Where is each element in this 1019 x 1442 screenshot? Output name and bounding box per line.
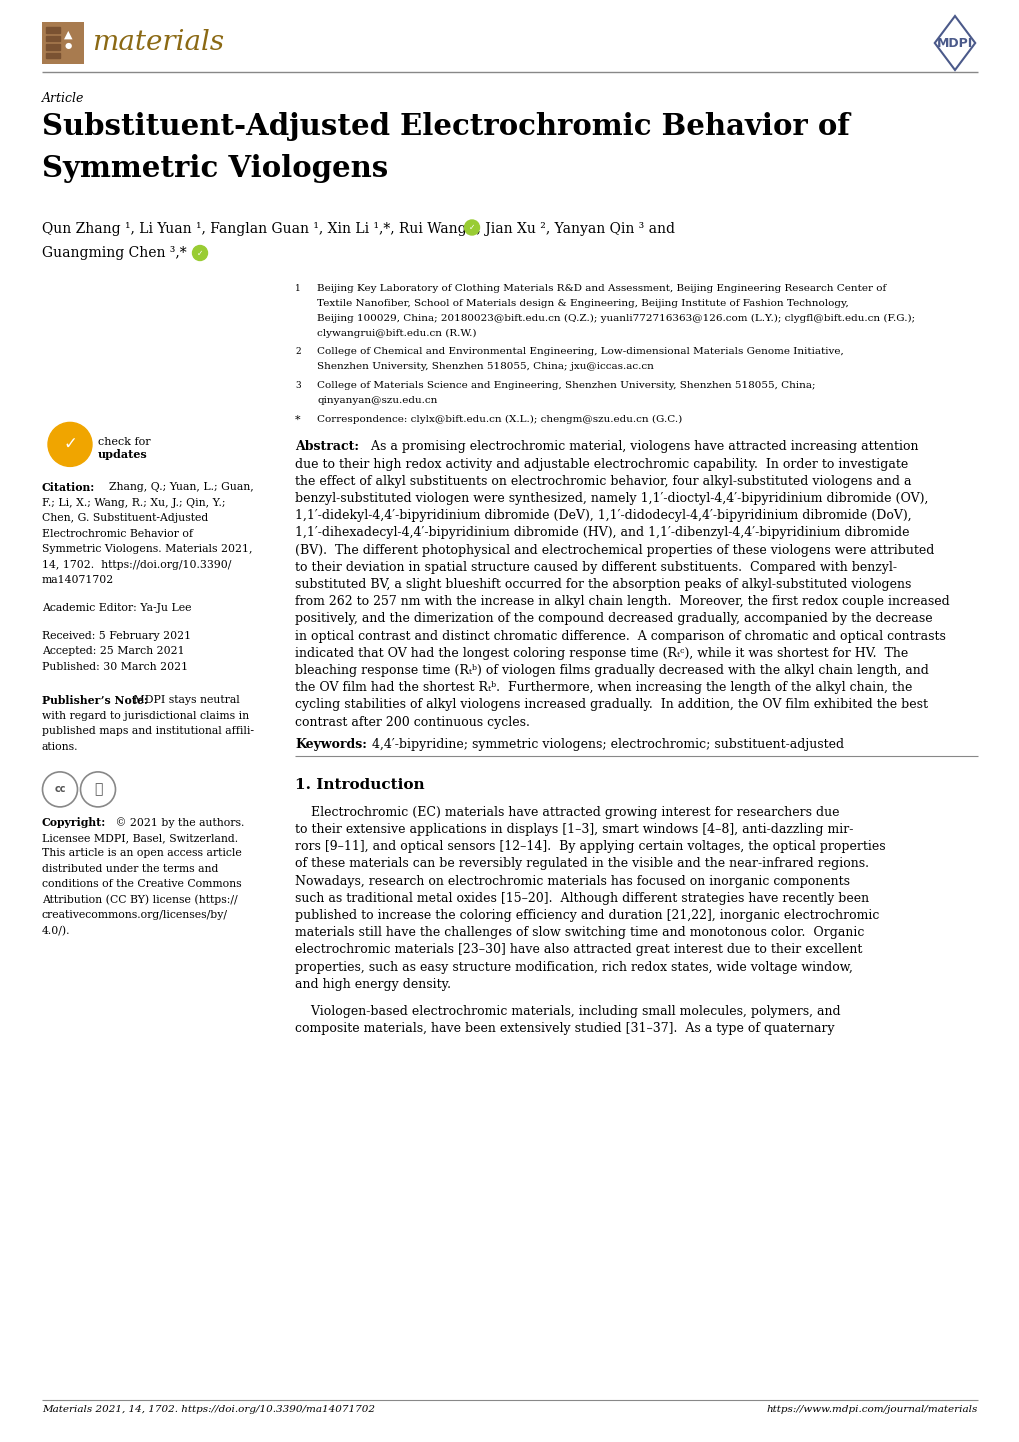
- Text: Received: 5 February 2021: Received: 5 February 2021: [42, 632, 191, 640]
- Text: Academic Editor: Ya-Ju Lee: Academic Editor: Ya-Ju Lee: [42, 603, 192, 613]
- Text: Symmetric Viologens: Symmetric Viologens: [42, 154, 388, 183]
- Text: Electrochromic Behavior of: Electrochromic Behavior of: [42, 529, 193, 539]
- Text: Citation:: Citation:: [42, 483, 95, 493]
- Text: materials: materials: [92, 29, 224, 56]
- Text: composite materials, have been extensively studied [31–37].  As a type of quater: composite materials, have been extensive…: [294, 1022, 834, 1035]
- Text: updates: updates: [98, 450, 148, 460]
- Text: Beijing Key Laboratory of Clothing Materials R&D and Assessment, Beijing Enginee: Beijing Key Laboratory of Clothing Mater…: [317, 284, 886, 293]
- Text: Qun Zhang ¹, Li Yuan ¹, Fanglan Guan ¹, Xin Li ¹,*, Rui Wang ¹, Jian Xu ², Yanya: Qun Zhang ¹, Li Yuan ¹, Fanglan Guan ¹, …: [42, 222, 675, 236]
- Text: and high energy density.: and high energy density.: [294, 978, 450, 991]
- Text: (BV).  The different photophysical and electrochemical properties of these violo: (BV). The different photophysical and el…: [294, 544, 933, 557]
- Text: electrochromic materials [23–30] have also attracted great interest due to their: electrochromic materials [23–30] have al…: [294, 943, 861, 956]
- Text: Substituent-Adjusted Electrochromic Behavior of: Substituent-Adjusted Electrochromic Beha…: [42, 112, 849, 141]
- Text: ✓: ✓: [63, 434, 76, 453]
- Text: Ⓘ: Ⓘ: [94, 783, 102, 796]
- Text: https://www.mdpi.com/journal/materials: https://www.mdpi.com/journal/materials: [766, 1405, 977, 1415]
- Text: Guangming Chen ³,*: Guangming Chen ³,*: [42, 247, 186, 260]
- Bar: [46, 52, 60, 58]
- Text: properties, such as easy structure modification, rich redox states, wide voltage: properties, such as easy structure modif…: [294, 960, 852, 973]
- Text: to their deviation in spatial structure caused by different substituents.  Compa: to their deviation in spatial structure …: [294, 561, 896, 574]
- Text: *: *: [294, 414, 301, 424]
- Bar: [46, 45, 60, 49]
- Text: Chen, G. Substituent-Adjusted: Chen, G. Substituent-Adjusted: [42, 513, 208, 523]
- Text: rors [9–11], and optical sensors [12–14].  By applying certain voltages, the opt: rors [9–11], and optical sensors [12–14]…: [294, 841, 884, 854]
- Text: Article: Article: [42, 92, 85, 105]
- Text: Accepted: 25 March 2021: Accepted: 25 March 2021: [42, 646, 184, 656]
- Text: College of Chemical and Environmental Engineering, Low-dimensional Materials Gen: College of Chemical and Environmental En…: [317, 348, 843, 356]
- Bar: [46, 27, 60, 33]
- Text: 4,4′-bipyridine; symmetric viologens; electrochromic; substituent-adjusted: 4,4′-bipyridine; symmetric viologens; el…: [368, 738, 844, 751]
- Text: Materials 2021, 14, 1702. https://doi.org/10.3390/ma14071702: Materials 2021, 14, 1702. https://doi.or…: [42, 1405, 375, 1415]
- Bar: [46, 36, 60, 40]
- Text: cycling stabilities of alkyl viologens increased gradually.  In addition, the OV: cycling stabilities of alkyl viologens i…: [294, 698, 927, 711]
- Circle shape: [193, 245, 207, 261]
- Text: Keywords:: Keywords:: [294, 738, 367, 751]
- Text: Abstract:: Abstract:: [294, 440, 359, 453]
- Text: to their extensive applications in displays [1–3], smart windows [4–8], anti-daz: to their extensive applications in displ…: [294, 823, 853, 836]
- Text: creativecommons.org/licenses/by/: creativecommons.org/licenses/by/: [42, 910, 228, 920]
- Text: bleaching response time (Rₜᵇ) of viologen films gradually decreased with the alk: bleaching response time (Rₜᵇ) of viologe…: [294, 663, 928, 676]
- Text: from 262 to 257 nm with the increase in alkyl chain length.  Moreover, the first: from 262 to 257 nm with the increase in …: [294, 596, 949, 609]
- Text: in optical contrast and distinct chromatic difference.  A comparison of chromati: in optical contrast and distinct chromat…: [294, 630, 945, 643]
- Text: 4.0/).: 4.0/).: [42, 926, 70, 936]
- Text: qinyanyan@szu.edu.cn: qinyanyan@szu.edu.cn: [317, 395, 437, 405]
- Text: such as traditional metal oxides [15–20].  Although different strategies have re: such as traditional metal oxides [15–20]…: [294, 891, 868, 904]
- Text: 1. Introduction: 1. Introduction: [294, 777, 424, 792]
- Text: clywangrui@bift.edu.cn (R.W.): clywangrui@bift.edu.cn (R.W.): [317, 329, 476, 337]
- Text: F.; Li, X.; Wang, R.; Xu, J.; Qin, Y.;: F.; Li, X.; Wang, R.; Xu, J.; Qin, Y.;: [42, 497, 225, 508]
- Text: contrast after 200 continuous cycles.: contrast after 200 continuous cycles.: [294, 715, 529, 728]
- Text: MDPI: MDPI: [936, 36, 972, 49]
- FancyBboxPatch shape: [42, 22, 84, 63]
- Text: ✓: ✓: [469, 224, 475, 232]
- Text: 3: 3: [294, 381, 301, 389]
- Text: MDPI stays neutral: MDPI stays neutral: [129, 695, 239, 705]
- Text: Copyright:: Copyright:: [42, 818, 106, 828]
- Text: Publisher’s Note:: Publisher’s Note:: [42, 695, 148, 707]
- Text: ✓: ✓: [197, 248, 203, 258]
- Text: 14, 1702.  https://doi.org/10.3390/: 14, 1702. https://doi.org/10.3390/: [42, 559, 231, 570]
- Text: Correspondence: clylx@bift.edu.cn (X.L.); chengm@szu.edu.cn (G.C.): Correspondence: clylx@bift.edu.cn (X.L.)…: [317, 414, 682, 424]
- Text: 1: 1: [294, 284, 301, 293]
- Text: published maps and institutional affili-: published maps and institutional affili-: [42, 727, 254, 737]
- Text: of these materials can be reversibly regulated in the visible and the near-infra: of these materials can be reversibly reg…: [294, 858, 868, 871]
- Text: 1,1′-dihexadecyl-4,4′-bipyridinium dibromide (HV), and 1,1′-dibenzyl-4,4′-bipyri: 1,1′-dihexadecyl-4,4′-bipyridinium dibro…: [294, 526, 909, 539]
- Circle shape: [48, 423, 92, 466]
- Text: 2: 2: [294, 348, 301, 356]
- Text: conditions of the Creative Commons: conditions of the Creative Commons: [42, 880, 242, 890]
- Text: indicated that OV had the longest coloring response time (Rₜᶜ), while it was sho: indicated that OV had the longest colori…: [294, 647, 907, 660]
- Text: due to their high redox activity and adjustable electrochromic capability.  In o: due to their high redox activity and adj…: [294, 457, 907, 470]
- Text: Viologen-based electrochromic materials, including small molecules, polymers, an: Viologen-based electrochromic materials,…: [294, 1005, 840, 1018]
- Text: Licensee MDPI, Basel, Switzerland.: Licensee MDPI, Basel, Switzerland.: [42, 833, 237, 844]
- Text: This article is an open access article: This article is an open access article: [42, 848, 242, 858]
- Text: substituted BV, a slight blueshift occurred for the absorption peaks of alkyl-su: substituted BV, a slight blueshift occur…: [294, 578, 911, 591]
- Text: Beijing 100029, China; 20180023@bift.edu.cn (Q.Z.); yuanli772716363@126.com (L.Y: Beijing 100029, China; 20180023@bift.edu…: [317, 313, 914, 323]
- Text: positively, and the dimerization of the compound decreased gradually, accompanie: positively, and the dimerization of the …: [294, 613, 931, 626]
- Text: cc: cc: [54, 784, 65, 795]
- Circle shape: [464, 221, 479, 235]
- Text: materials still have the challenges of slow switching time and monotonous color.: materials still have the challenges of s…: [294, 926, 863, 939]
- Text: Shenzhen University, Shenzhen 518055, China; jxu@iccas.ac.cn: Shenzhen University, Shenzhen 518055, Ch…: [317, 362, 653, 371]
- Text: As a promising electrochromic material, viologens have attracted increasing atte: As a promising electrochromic material, …: [367, 440, 917, 453]
- Text: check for: check for: [98, 437, 151, 447]
- Text: benzyl-substituted viologen were synthesized, namely 1,1′-dioctyl-4,4′-bipyridin: benzyl-substituted viologen were synthes…: [294, 492, 927, 505]
- Text: Attribution (CC BY) license (https://: Attribution (CC BY) license (https://: [42, 895, 237, 906]
- Text: 1,1′-didekyl-4,4′-bipyridinium dibromide (DeV), 1,1′-didodecyl-4,4′-bipyridinium: 1,1′-didekyl-4,4′-bipyridinium dibromide…: [294, 509, 911, 522]
- Text: ●: ●: [64, 40, 71, 50]
- Text: ations.: ations.: [42, 741, 78, 751]
- Text: published to increase the coloring efficiency and duration [21,22], inorganic el: published to increase the coloring effic…: [294, 908, 878, 921]
- Text: Electrochromic (EC) materials have attracted growing interest for researchers du: Electrochromic (EC) materials have attra…: [294, 806, 839, 819]
- Text: Textile Nanofiber, School of Materials design & Engineering, Beijing Institute o: Textile Nanofiber, School of Materials d…: [317, 298, 848, 307]
- Text: Published: 30 March 2021: Published: 30 March 2021: [42, 662, 187, 672]
- Text: the OV film had the shortest Rₜᵇ.  Furthermore, when increasing the length of th: the OV film had the shortest Rₜᵇ. Furthe…: [294, 681, 911, 694]
- Text: Nowadays, research on electrochromic materials has focused on inorganic componen: Nowadays, research on electrochromic mat…: [294, 875, 849, 888]
- Text: with regard to jurisdictional claims in: with regard to jurisdictional claims in: [42, 711, 249, 721]
- Text: © 2021 by the authors.: © 2021 by the authors.: [112, 818, 245, 828]
- Text: ▲: ▲: [64, 30, 72, 40]
- Text: Symmetric Viologens. Materials 2021,: Symmetric Viologens. Materials 2021,: [42, 545, 253, 554]
- Text: the effect of alkyl substituents on electrochromic behavior, four alkyl-substitu: the effect of alkyl substituents on elec…: [294, 474, 911, 487]
- Text: College of Materials Science and Engineering, Shenzhen University, Shenzhen 5180: College of Materials Science and Enginee…: [317, 381, 815, 389]
- Text: distributed under the terms and: distributed under the terms and: [42, 864, 218, 874]
- Text: Zhang, Q.; Yuan, L.; Guan,: Zhang, Q.; Yuan, L.; Guan,: [102, 483, 254, 492]
- Text: ma14071702: ma14071702: [42, 575, 114, 585]
